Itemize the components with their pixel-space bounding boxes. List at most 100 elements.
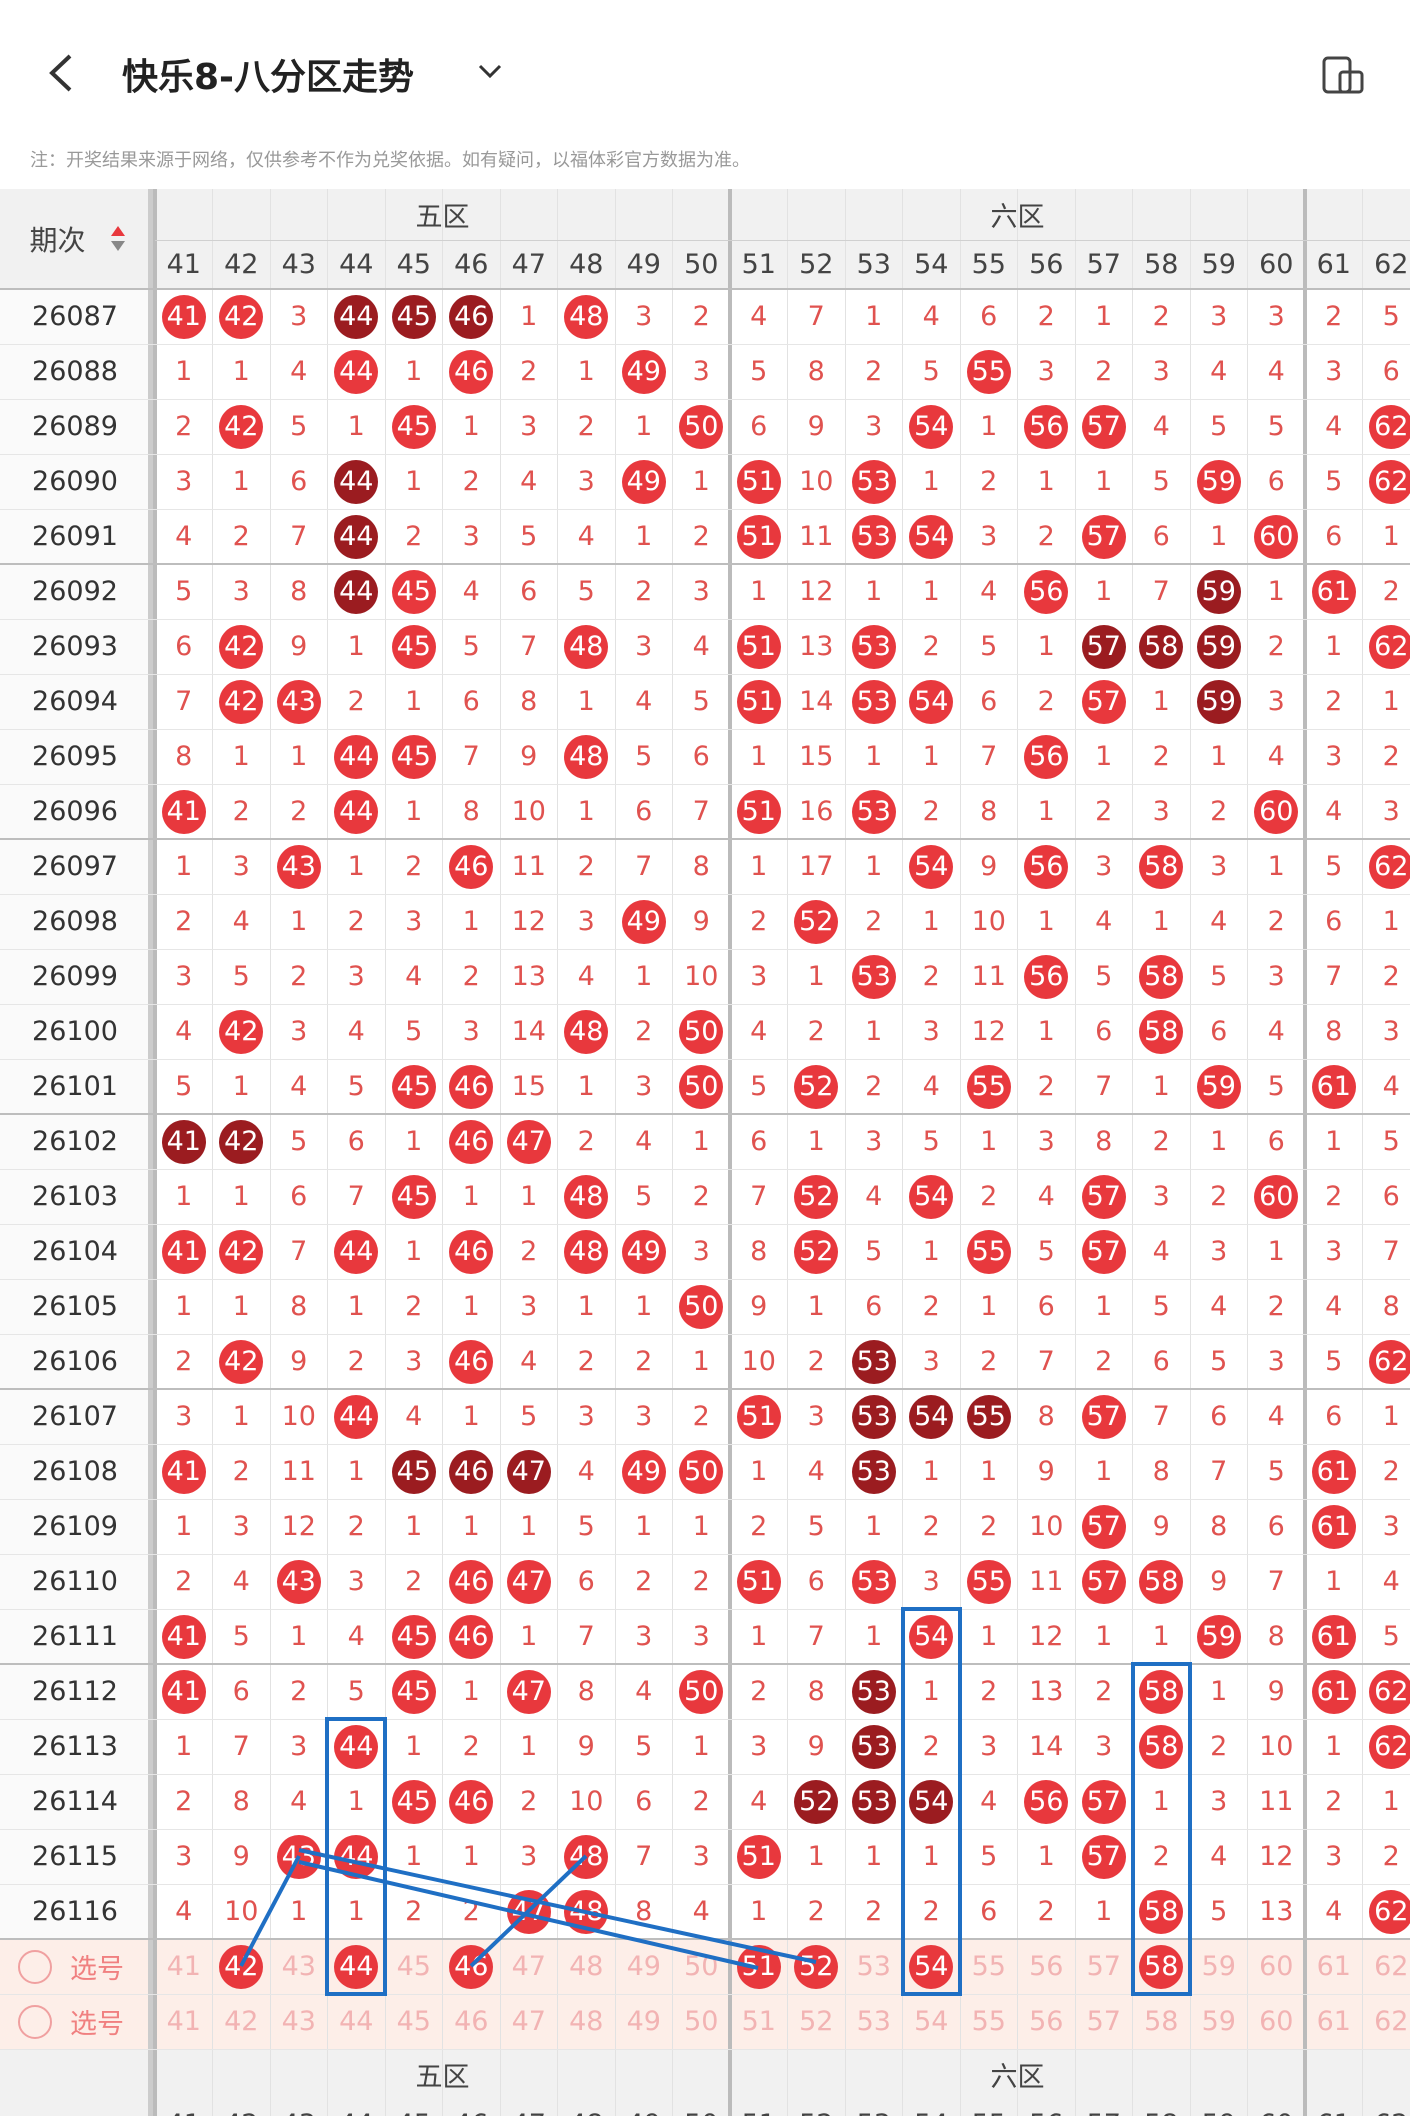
select-option[interactable]: 61 — [1316, 2006, 1351, 2037]
row-line — [0, 344, 1410, 345]
layout-switch[interactable] — [1322, 56, 1364, 94]
select-option[interactable]: 62 — [1374, 2006, 1409, 2037]
dropdown-toggle[interactable] — [478, 64, 502, 79]
select-option[interactable]: 51 — [741, 2006, 776, 2037]
select-option[interactable]: 57 — [1086, 1951, 1121, 1982]
hit-number: 55 — [971, 1566, 1006, 1597]
select-radio[interactable] — [18, 1949, 52, 1984]
select-option[interactable]: 53 — [856, 1951, 891, 1982]
select-option[interactable]: 49 — [626, 1951, 661, 1982]
miss-count: 1 — [462, 1181, 480, 1212]
miss-count: 2 — [175, 411, 193, 442]
miss-count: 4 — [1382, 1071, 1400, 1102]
miss-count: 4 — [520, 466, 538, 497]
column-label: 49 — [615, 2100, 673, 2116]
select-option[interactable]: 47 — [511, 2006, 546, 2037]
miss-count: 3 — [232, 1511, 250, 1542]
selected-number[interactable]: 46 — [454, 1951, 489, 1982]
miss-count: 1 — [635, 521, 653, 552]
selected-number[interactable]: 54 — [914, 1951, 949, 1982]
select-option[interactable]: 59 — [1201, 1951, 1236, 1982]
select-option[interactable]: 61 — [1316, 1951, 1351, 1982]
hit-number: 58 — [1144, 1676, 1179, 1707]
hit-number: 54 — [914, 1786, 949, 1817]
draw-ball — [219, 294, 264, 339]
miss-count: 4 — [865, 1181, 883, 1212]
select-option[interactable]: 56 — [1029, 1951, 1064, 1982]
select-option[interactable]: 55 — [971, 2006, 1006, 2037]
select-option[interactable]: 60 — [1259, 1951, 1294, 1982]
miss-count: 4 — [1267, 1016, 1285, 1047]
select-option[interactable]: 53 — [856, 2006, 891, 2037]
select-option[interactable]: 42 — [224, 2006, 259, 2037]
row-line — [0, 1499, 1410, 1500]
select-option[interactable]: 43 — [281, 1951, 316, 1982]
select-option[interactable]: 59 — [1201, 2006, 1236, 2037]
column-line — [672, 189, 673, 2116]
miss-count: 10 — [684, 961, 719, 992]
miss-count: 3 — [1382, 1016, 1400, 1047]
hit-number: 53 — [856, 1731, 891, 1762]
miss-count: 2 — [175, 1346, 193, 1377]
draw-ball — [391, 1064, 436, 1109]
select-option[interactable]: 45 — [396, 1951, 431, 1982]
column-label: 56 — [1018, 2100, 1076, 2116]
select-option[interactable]: 62 — [1374, 1951, 1409, 1982]
select-option[interactable]: 52 — [799, 2006, 834, 2037]
hit-number: 45 — [396, 1181, 431, 1212]
hit-number: 51 — [741, 796, 776, 827]
miss-count: 5 — [290, 411, 308, 442]
draw-ball — [1139, 844, 1184, 889]
miss-count: 3 — [577, 466, 595, 497]
select-option[interactable]: 55 — [971, 1951, 1006, 1982]
miss-count: 2 — [922, 1511, 940, 1542]
miss-count: 2 — [865, 356, 883, 387]
hit-number: 56 — [1029, 576, 1064, 607]
select-option[interactable]: 56 — [1029, 2006, 1064, 2037]
draw-ball — [679, 1669, 724, 1714]
draw-ball — [1311, 1504, 1356, 1549]
select-radio[interactable] — [18, 2004, 52, 2039]
selected-number[interactable]: 52 — [799, 1951, 834, 1982]
miss-count: 1 — [462, 1401, 480, 1432]
miss-count: 4 — [1325, 1896, 1343, 1927]
select-option[interactable]: 48 — [569, 2006, 604, 2037]
select-option[interactable]: 41 — [166, 2006, 201, 2037]
select-option[interactable]: 41 — [166, 1951, 201, 1982]
miss-count: 5 — [520, 1401, 538, 1432]
miss-count: 5 — [980, 631, 998, 662]
select-option[interactable]: 58 — [1144, 2006, 1179, 2037]
select-option[interactable]: 48 — [569, 1951, 604, 1982]
sort-toggle[interactable] — [110, 224, 126, 254]
selected-number[interactable]: 44 — [339, 1951, 374, 1982]
column-label: 51 — [741, 249, 776, 280]
select-option[interactable]: 60 — [1259, 2006, 1294, 2037]
miss-count: 2 — [750, 1676, 768, 1707]
selected-number[interactable]: 58 — [1144, 1951, 1179, 1982]
select-option[interactable]: 54 — [914, 2006, 949, 2037]
draw-ball — [276, 679, 321, 724]
select-option[interactable]: 43 — [281, 2006, 316, 2037]
selected-number[interactable]: 42 — [224, 1951, 259, 1982]
back-button[interactable] — [49, 54, 72, 92]
miss-count: 9 — [520, 741, 538, 772]
hit-number: 42 — [224, 1346, 259, 1377]
selected-number[interactable]: 51 — [741, 1951, 776, 1982]
miss-count: 6 — [807, 1566, 825, 1597]
issue: 26106 — [32, 1346, 118, 1377]
hit-number: 56 — [1029, 961, 1064, 992]
draw-ball — [1311, 1449, 1356, 1494]
issue: 26099 — [32, 961, 118, 992]
select-option[interactable]: 50 — [684, 2006, 719, 2037]
select-option[interactable]: 49 — [626, 2006, 661, 2037]
select-option[interactable]: 47 — [511, 1951, 546, 1982]
select-option[interactable]: 57 — [1086, 2006, 1121, 2037]
hit-number: 57 — [1086, 1841, 1121, 1872]
miss-count: 3 — [290, 1016, 308, 1047]
select-option[interactable]: 44 — [339, 2006, 374, 2037]
select-option[interactable]: 50 — [684, 1951, 719, 1982]
select-option[interactable]: 45 — [396, 2006, 431, 2037]
miss-count: 2 — [520, 1236, 538, 1267]
select-option[interactable]: 46 — [454, 2006, 489, 2037]
miss-count: 1 — [520, 1621, 538, 1652]
